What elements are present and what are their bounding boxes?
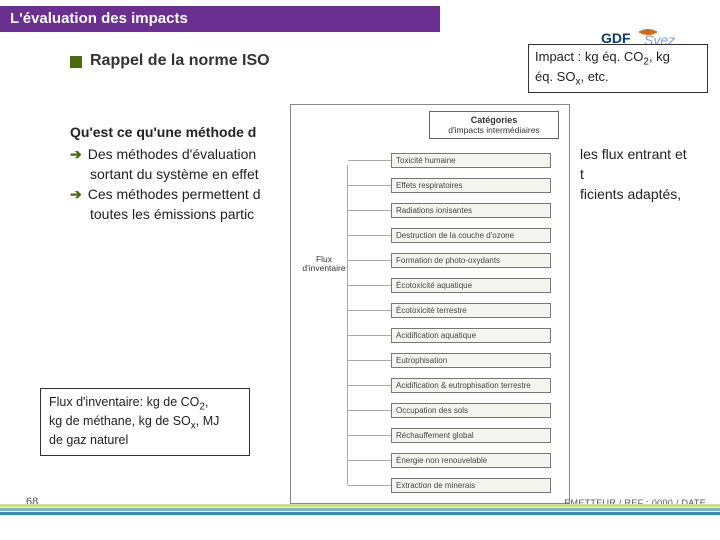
diagram-connector	[348, 160, 391, 161]
diagram-connector	[348, 460, 391, 461]
footer-stripe	[0, 512, 720, 515]
diagram-connector	[348, 210, 391, 211]
diagram-flux-side: Flux d'inventaire	[301, 255, 347, 274]
body-line-1: ➔ Des méthodes d'évaluation	[70, 146, 256, 163]
flux-callout-box: Flux d'inventaire: kg de CO2, kg de méth…	[40, 388, 250, 456]
diagram-category-row: Écotoxicité terrestre	[391, 303, 551, 318]
diagram-category-row: Toxicité humaine	[391, 153, 551, 168]
diagram-connector	[348, 285, 391, 286]
body-text-3a: Ces méthodes permettent d	[88, 186, 261, 202]
impact-diagram: Catégories d'impacts intermédiaires Flux…	[290, 104, 570, 504]
diagram-connector	[348, 360, 391, 361]
diagram-category-row: Occupation des sols	[391, 403, 551, 418]
flux-text-1: Flux d'inventaire: kg de CO	[49, 395, 199, 409]
diagram-category-row: Énergie non renouvelable	[391, 453, 551, 468]
diagram-header-box: Catégories d'impacts intermédiaires	[429, 111, 559, 139]
diagram-category-row: Effets respiratoires	[391, 178, 551, 193]
diagram-connector	[348, 260, 391, 261]
body-line-2-right: t	[580, 166, 584, 182]
question-heading: Qu'est ce qu'une méthode d	[70, 124, 256, 140]
diagram-category-row: Réchauffement global	[391, 428, 551, 443]
body-line-4: toutes les émissions partic	[90, 206, 254, 222]
diagram-category-row: Eutrophisation	[391, 353, 551, 368]
diagram-category-row: Formation de photo-oxydants	[391, 253, 551, 268]
diagram-connector	[348, 310, 391, 311]
impact-text-1: Impact : kg éq. CO	[535, 49, 643, 64]
diagram-connector	[348, 435, 391, 436]
diagram-category-row: Radiations ionisantes	[391, 203, 551, 218]
diagram-connector	[348, 185, 391, 186]
diagram-connector	[348, 485, 391, 486]
footer-stripe	[0, 504, 720, 507]
arrow-icon: ➔	[70, 186, 82, 202]
body-text-1a: Des méthodes d'évaluation	[88, 146, 256, 162]
diagram-header-1: Catégories	[435, 115, 553, 125]
impact-text-2b: , etc.	[580, 69, 608, 84]
flux-text-2: kg de méthane, kg de SO	[49, 414, 191, 428]
impact-callout-box: Impact : kg éq. CO2, kg éq. SOx, etc.	[528, 44, 708, 93]
slide-root: { "title_bar": "L'évaluation des impacts…	[0, 0, 720, 540]
arrow-icon: ➔	[70, 146, 82, 162]
diagram-category-row: Acidification aquatique	[391, 328, 551, 343]
bullet-square-icon	[70, 56, 82, 68]
diagram-category-row: Écotoxicité aquatique	[391, 278, 551, 293]
diagram-connector	[348, 410, 391, 411]
diagram-connector	[348, 335, 391, 336]
body-line-3-right: ficients adaptés,	[580, 186, 681, 202]
diagram-connector	[348, 235, 391, 236]
flux-text-2b: , MJ	[196, 414, 220, 428]
impact-text-1b: , kg	[649, 49, 670, 64]
diagram-connector	[348, 385, 391, 386]
body-line-2: sortant du système en effet	[90, 166, 259, 182]
flux-text-1b: ,	[205, 395, 208, 409]
diagram-header-2: d'impacts intermédiaires	[435, 125, 553, 135]
diagram-category-row: Acidification & eutrophisation terrestre	[391, 378, 551, 393]
slide-title-bar: L'évaluation des impacts	[0, 6, 440, 32]
flux-text-3: de gaz naturel	[49, 433, 128, 447]
diagram-flux-divider	[347, 165, 348, 485]
diagram-category-row: Extraction de minerais	[391, 478, 551, 493]
diagram-flux-label-2: d'inventaire	[301, 264, 347, 273]
diagram-category-row: Destruction de la couche d'ozone	[391, 228, 551, 243]
body-line-1-right: les flux entrant et	[580, 146, 687, 162]
impact-text-2: éq. SO	[535, 69, 575, 84]
iso-heading: Rappel de la norme ISO	[90, 52, 270, 70]
footer-stripe	[0, 508, 720, 511]
body-line-3: ➔ Ces méthodes permettent d	[70, 186, 261, 203]
